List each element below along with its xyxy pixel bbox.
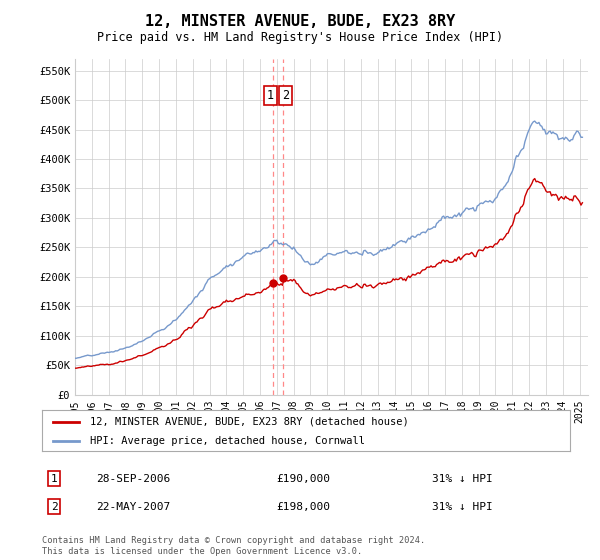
- Text: 31% ↓ HPI: 31% ↓ HPI: [432, 502, 493, 512]
- Text: £198,000: £198,000: [276, 502, 330, 512]
- Text: 31% ↓ HPI: 31% ↓ HPI: [432, 474, 493, 484]
- Text: Price paid vs. HM Land Registry's House Price Index (HPI): Price paid vs. HM Land Registry's House …: [97, 31, 503, 44]
- Text: Contains HM Land Registry data © Crown copyright and database right 2024.
This d: Contains HM Land Registry data © Crown c…: [42, 536, 425, 556]
- Text: 2: 2: [50, 502, 58, 512]
- Text: 2: 2: [281, 89, 289, 102]
- Text: 1: 1: [267, 89, 274, 102]
- Text: 12, MINSTER AVENUE, BUDE, EX23 8RY (detached house): 12, MINSTER AVENUE, BUDE, EX23 8RY (deta…: [89, 417, 408, 427]
- Text: HPI: Average price, detached house, Cornwall: HPI: Average price, detached house, Corn…: [89, 436, 365, 446]
- Text: 1: 1: [50, 474, 58, 484]
- Text: 22-MAY-2007: 22-MAY-2007: [96, 502, 170, 512]
- Text: 12, MINSTER AVENUE, BUDE, EX23 8RY: 12, MINSTER AVENUE, BUDE, EX23 8RY: [145, 14, 455, 29]
- Text: £190,000: £190,000: [276, 474, 330, 484]
- Text: 28-SEP-2006: 28-SEP-2006: [96, 474, 170, 484]
